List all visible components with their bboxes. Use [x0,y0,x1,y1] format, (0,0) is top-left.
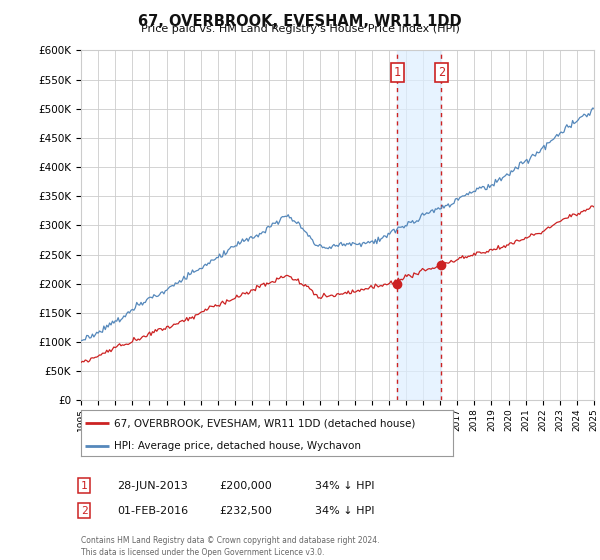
Text: 1: 1 [394,66,401,79]
Text: 67, OVERBROOK, EVESHAM, WR11 1DD (detached house): 67, OVERBROOK, EVESHAM, WR11 1DD (detach… [115,418,416,428]
Text: 34% ↓ HPI: 34% ↓ HPI [315,480,374,491]
Text: £200,000: £200,000 [219,480,272,491]
Text: Price paid vs. HM Land Registry's House Price Index (HPI): Price paid vs. HM Land Registry's House … [140,24,460,34]
Text: 1: 1 [80,480,88,491]
Text: 2: 2 [438,66,445,79]
Text: 01-FEB-2016: 01-FEB-2016 [117,506,188,516]
Text: 34% ↓ HPI: 34% ↓ HPI [315,506,374,516]
Text: 2: 2 [80,506,88,516]
Text: 67, OVERBROOK, EVESHAM, WR11 1DD: 67, OVERBROOK, EVESHAM, WR11 1DD [138,14,462,29]
Text: £232,500: £232,500 [219,506,272,516]
Text: HPI: Average price, detached house, Wychavon: HPI: Average price, detached house, Wych… [115,441,361,451]
Text: 28-JUN-2013: 28-JUN-2013 [117,480,188,491]
Text: Contains HM Land Registry data © Crown copyright and database right 2024.
This d: Contains HM Land Registry data © Crown c… [81,536,380,557]
Bar [397,50,442,400]
